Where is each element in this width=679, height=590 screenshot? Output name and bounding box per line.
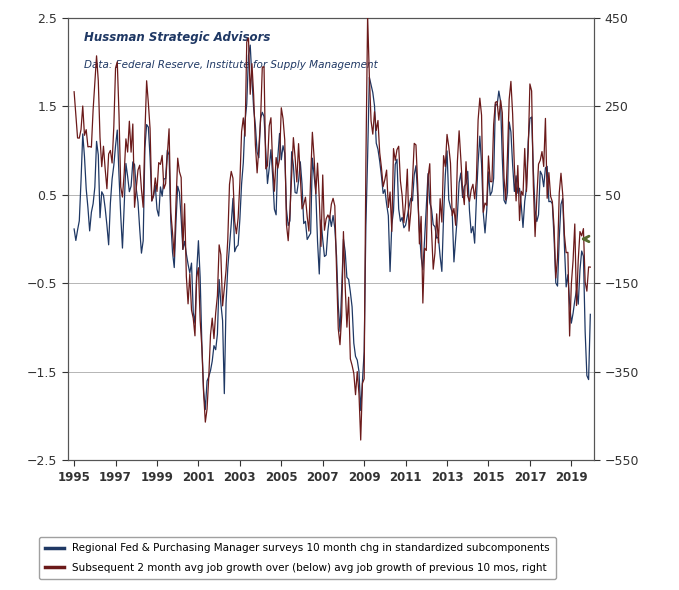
Legend: Regional Fed & Purchasing Manager surveys 10 month chg in standardized subcompon: Regional Fed & Purchasing Manager survey… — [39, 537, 556, 579]
Text: Hussman Strategic Advisors: Hussman Strategic Advisors — [84, 31, 270, 44]
Text: Data: Federal Reserve, Institute for Supply Management: Data: Federal Reserve, Institute for Sup… — [84, 60, 378, 70]
